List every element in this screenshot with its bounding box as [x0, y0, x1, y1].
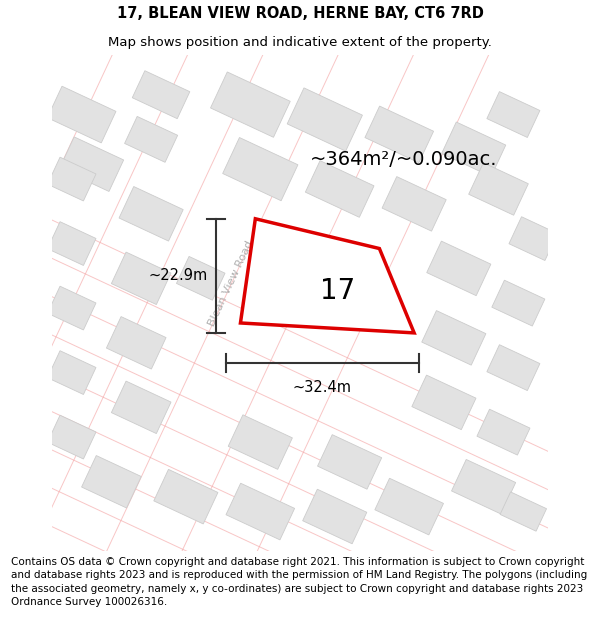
Polygon shape [82, 456, 141, 508]
Polygon shape [365, 106, 434, 162]
Polygon shape [47, 415, 96, 459]
Polygon shape [112, 252, 171, 304]
Polygon shape [422, 311, 486, 365]
Polygon shape [154, 469, 218, 524]
Text: 17, BLEAN VIEW ROAD, HERNE BAY, CT6 7RD: 17, BLEAN VIEW ROAD, HERNE BAY, CT6 7RD [116, 6, 484, 21]
Polygon shape [241, 219, 414, 333]
Polygon shape [228, 415, 292, 469]
Text: ~32.4m: ~32.4m [293, 380, 352, 395]
Polygon shape [223, 138, 298, 201]
Polygon shape [492, 280, 545, 326]
Polygon shape [317, 434, 382, 489]
Polygon shape [226, 483, 295, 540]
Polygon shape [509, 217, 557, 261]
Text: Contains OS data © Crown copyright and database right 2021. This information is : Contains OS data © Crown copyright and d… [11, 557, 587, 607]
Text: Map shows position and indicative extent of the property.: Map shows position and indicative extent… [108, 36, 492, 49]
Text: Blean View Road: Blean View Road [206, 239, 255, 328]
Polygon shape [47, 157, 96, 201]
Polygon shape [375, 478, 443, 535]
Polygon shape [47, 286, 96, 330]
Text: ~364m²/~0.090ac.: ~364m²/~0.090ac. [310, 150, 497, 169]
Polygon shape [59, 137, 124, 191]
Polygon shape [47, 222, 96, 266]
Polygon shape [305, 161, 374, 217]
Polygon shape [412, 375, 476, 429]
Polygon shape [47, 351, 96, 394]
Polygon shape [287, 88, 362, 151]
Polygon shape [211, 72, 290, 138]
Polygon shape [487, 92, 540, 138]
Polygon shape [452, 459, 515, 514]
Polygon shape [442, 122, 506, 177]
Text: 17: 17 [320, 277, 355, 305]
Polygon shape [427, 241, 491, 296]
Polygon shape [382, 177, 446, 231]
Polygon shape [106, 317, 166, 369]
Polygon shape [176, 256, 225, 300]
Polygon shape [132, 71, 190, 119]
Text: ~22.9m: ~22.9m [149, 268, 208, 283]
Polygon shape [47, 86, 116, 143]
Polygon shape [469, 162, 529, 215]
Polygon shape [302, 489, 367, 544]
Polygon shape [125, 116, 178, 162]
Polygon shape [119, 186, 183, 241]
Polygon shape [500, 492, 547, 531]
Polygon shape [477, 409, 530, 455]
Polygon shape [487, 345, 540, 391]
Polygon shape [112, 381, 171, 434]
